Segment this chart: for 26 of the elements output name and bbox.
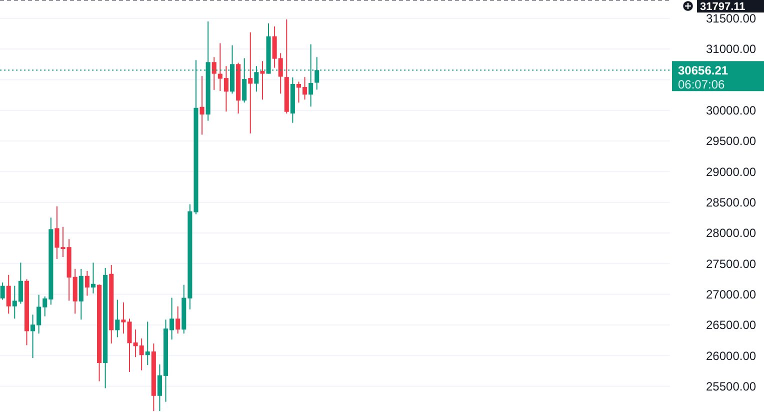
y-tick-label: 26000.00 (706, 348, 756, 363)
candlestick (176, 306, 180, 334)
y-tick-label: 27500.00 (706, 256, 756, 271)
y-tick-label: 27000.00 (706, 287, 756, 302)
y-tick-label: 29500.00 (706, 134, 756, 148)
candlestick (248, 32, 253, 134)
y-tick-label: 31500.00 (706, 12, 756, 26)
candlestick (90, 262, 96, 294)
y-tick-label: 25500.00 (706, 379, 756, 394)
candlestick (115, 299, 120, 338)
candlestick (212, 56, 216, 90)
y-tick-label: 26500.00 (706, 318, 756, 332)
y-tick-label: 30000.00 (706, 104, 756, 118)
y-tick-label: 31000.00 (706, 42, 756, 56)
ref-line-label: 30656.21 (678, 63, 728, 78)
candlestick (0, 282, 5, 300)
candlestick (6, 274, 11, 314)
y-tick-label: 28000.00 (706, 226, 756, 240)
text: 06:07:06 (678, 77, 726, 92)
candlestick (145, 321, 150, 366)
candlestick (200, 76, 204, 136)
y-tick-label: 29000.00 (706, 164, 756, 179)
candlestick (84, 270, 90, 296)
y-tick-label: 28500.00 (706, 196, 756, 210)
ref-line-label: 31797.11 (700, 0, 746, 13)
candlestick (260, 60, 265, 100)
